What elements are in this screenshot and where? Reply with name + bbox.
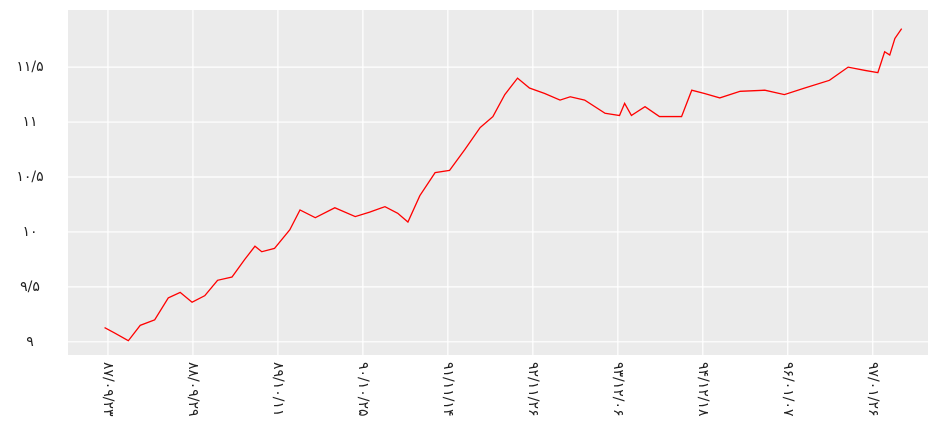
line [104,28,903,342]
x-tick-label: ۹۰/۱۰/۲۵ [355,362,371,417]
panel [68,10,928,355]
y-tick-label: ۹/۵ [20,279,40,295]
x-tick-label: ۹۷/۰۱/۲۶ [865,362,881,417]
x-tick-label: ۸۸/۰۹/۲۹ [185,362,201,417]
x-tick-label: ۹۳/۱۲/۰۶ [610,362,626,417]
x-tick-label: ۹۲/۱۱/۲۶ [525,362,541,417]
y-tick-label: ۹ [26,334,34,350]
x-tick-label: ۹۶/۰۱/۰۷ [780,362,796,417]
x-tick-label: ۸۷/۰۹/۲۳ [100,362,116,417]
x-tick-label: ۹۱/۱۱/۱۴ [440,362,456,417]
y-tick-label: ۱۰ [22,224,37,240]
y-tick-label: ۱۱ [22,114,37,130]
y-tick-label: ۱۱/۵ [16,59,43,75]
y-tick-label: ۱۰/۵ [16,169,43,185]
x-tick-label: ۸۹/۱۰/۱۱ [270,362,286,417]
x-tick-label: ۹۴/۱۲/۱۸ [695,362,711,417]
